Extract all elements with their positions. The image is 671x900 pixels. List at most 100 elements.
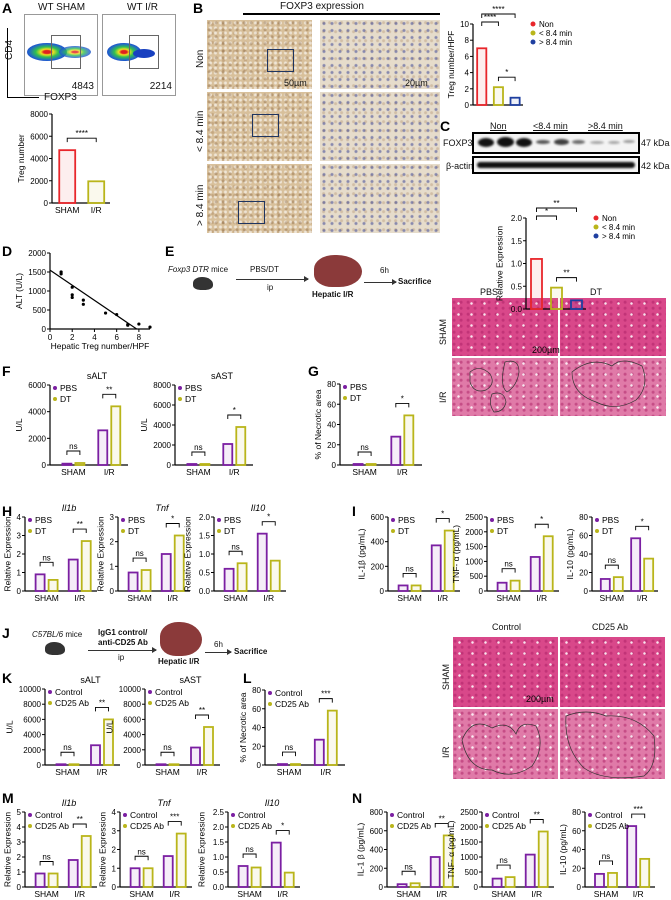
legend-marker xyxy=(53,386,57,390)
col-label-cd25: CD25 Ab xyxy=(592,622,629,632)
legend-label: PBS xyxy=(398,515,415,525)
y-tick-label: 10 xyxy=(460,20,469,29)
x-category-label: I/R xyxy=(167,593,178,603)
y-tick-label: 200 xyxy=(371,562,385,571)
panel-letter-c: C xyxy=(440,118,451,134)
chart-title: Il1b xyxy=(62,798,77,808)
legend-marker xyxy=(391,518,395,522)
treatment-label-2: anti-CD25 Ab xyxy=(98,638,148,647)
significance-bracket xyxy=(39,861,54,866)
significance-bracket xyxy=(191,451,206,456)
legend-label: Control xyxy=(130,810,158,820)
route-label: ip xyxy=(118,653,125,662)
y-tick-label: 2000 xyxy=(465,528,483,537)
he-image-pbs-sham xyxy=(452,298,558,356)
significance-bracket xyxy=(275,830,290,835)
y-tick-label: 1500 xyxy=(460,838,478,847)
significance-label: ** xyxy=(99,698,105,707)
significance-bracket xyxy=(102,393,117,399)
y-tick-label: 0 xyxy=(17,587,22,596)
significance-label: * xyxy=(171,515,174,524)
significance-label: * xyxy=(641,517,644,526)
significance-bracket xyxy=(318,698,333,703)
data-point xyxy=(81,298,85,302)
y-tick-label: 1 xyxy=(110,562,115,571)
x-category-label: I/R xyxy=(436,889,447,899)
y-tick-label: 20 xyxy=(252,742,261,751)
legend-marker xyxy=(48,701,52,705)
bar xyxy=(277,763,288,766)
y-tick-label: 0 xyxy=(42,461,47,470)
significance-label: ns xyxy=(405,564,413,573)
legend-label: CD25 Ab xyxy=(35,821,69,831)
legend-label: CD25 Ab xyxy=(130,821,164,831)
he-image-cd25-ir xyxy=(560,709,665,779)
y-tick-label: 1 xyxy=(17,868,22,877)
significance-bracket xyxy=(66,137,97,143)
y-tick-label: 1.5 xyxy=(199,532,211,541)
bar xyxy=(537,830,549,888)
scale-bar-50um: 50µm xyxy=(284,78,307,88)
bar xyxy=(403,414,415,466)
significance-bracket xyxy=(635,525,650,531)
treatment-label-1: IgG1 control/ xyxy=(98,628,148,637)
treatment-label: PBS/DT xyxy=(250,265,279,274)
bar xyxy=(175,832,187,888)
significance-label: ns xyxy=(504,560,512,569)
bar xyxy=(90,744,101,766)
legend-marker xyxy=(28,824,32,828)
y-tick-label: 3 xyxy=(110,513,115,522)
inset-box xyxy=(238,201,265,224)
x-category-label: SHAM xyxy=(61,467,86,477)
y-axis-label: % of Necrotic area xyxy=(238,692,248,762)
panel-letter-b: B xyxy=(193,0,204,16)
y-tick-label: 0 xyxy=(112,883,117,892)
y-tick-label: 500 xyxy=(465,868,479,877)
necrosis-outline xyxy=(469,360,520,413)
y-tick-label: 0 xyxy=(577,883,582,892)
x-category-label: I/R xyxy=(74,593,85,603)
y-tick-label: 0 xyxy=(379,883,384,892)
bar xyxy=(222,443,234,466)
x-category-label: SHAM xyxy=(129,889,154,899)
legend-marker xyxy=(588,813,592,817)
bar xyxy=(290,763,301,766)
legend-label: PBS xyxy=(497,515,514,525)
y-tick-label: 0 xyxy=(17,883,22,892)
he-image-pbs-ir xyxy=(452,358,558,416)
bar xyxy=(524,853,536,888)
bar xyxy=(47,872,59,888)
x-category-label: SHAM xyxy=(223,593,248,603)
y-tick-label: 2000 xyxy=(28,249,46,258)
time-label: 6h xyxy=(214,640,223,649)
bar xyxy=(430,544,442,592)
y-axis-label: Treg number/HPF xyxy=(446,31,456,99)
ihc-image-lt84 xyxy=(207,92,312,161)
y-tick-label: 0.0 xyxy=(199,587,211,596)
significance-bracket xyxy=(401,870,416,876)
blot-size-42: 42 kDa xyxy=(641,161,670,171)
density-blob xyxy=(107,43,141,61)
significance-label: ns xyxy=(135,549,143,558)
legend-label: DT xyxy=(602,526,613,536)
he-image-dt-sham xyxy=(560,298,666,356)
y-tick-label: 400 xyxy=(371,538,385,547)
x-category-label: SHAM xyxy=(600,593,625,603)
x-category-label: I/R xyxy=(397,467,408,477)
bar xyxy=(429,856,441,888)
significance-label: **** xyxy=(75,129,87,138)
legend-label: DT xyxy=(60,394,71,404)
legend-marker xyxy=(148,690,152,694)
y-tick-label: 0 xyxy=(137,761,142,770)
significance-label: * xyxy=(505,68,508,77)
chart-title: sAST xyxy=(211,371,234,381)
legend-marker xyxy=(490,518,494,522)
significance-label: ns xyxy=(42,853,50,862)
y-tick-label: 0 xyxy=(465,101,470,110)
y-tick-label: 2 xyxy=(112,846,117,855)
x-axis-arrow xyxy=(7,97,39,98)
y-tick-label: 40 xyxy=(572,846,581,855)
significance-label: ns xyxy=(608,556,616,565)
time-label: 6h xyxy=(380,266,389,275)
y-tick-label: 2.0 xyxy=(199,513,211,522)
